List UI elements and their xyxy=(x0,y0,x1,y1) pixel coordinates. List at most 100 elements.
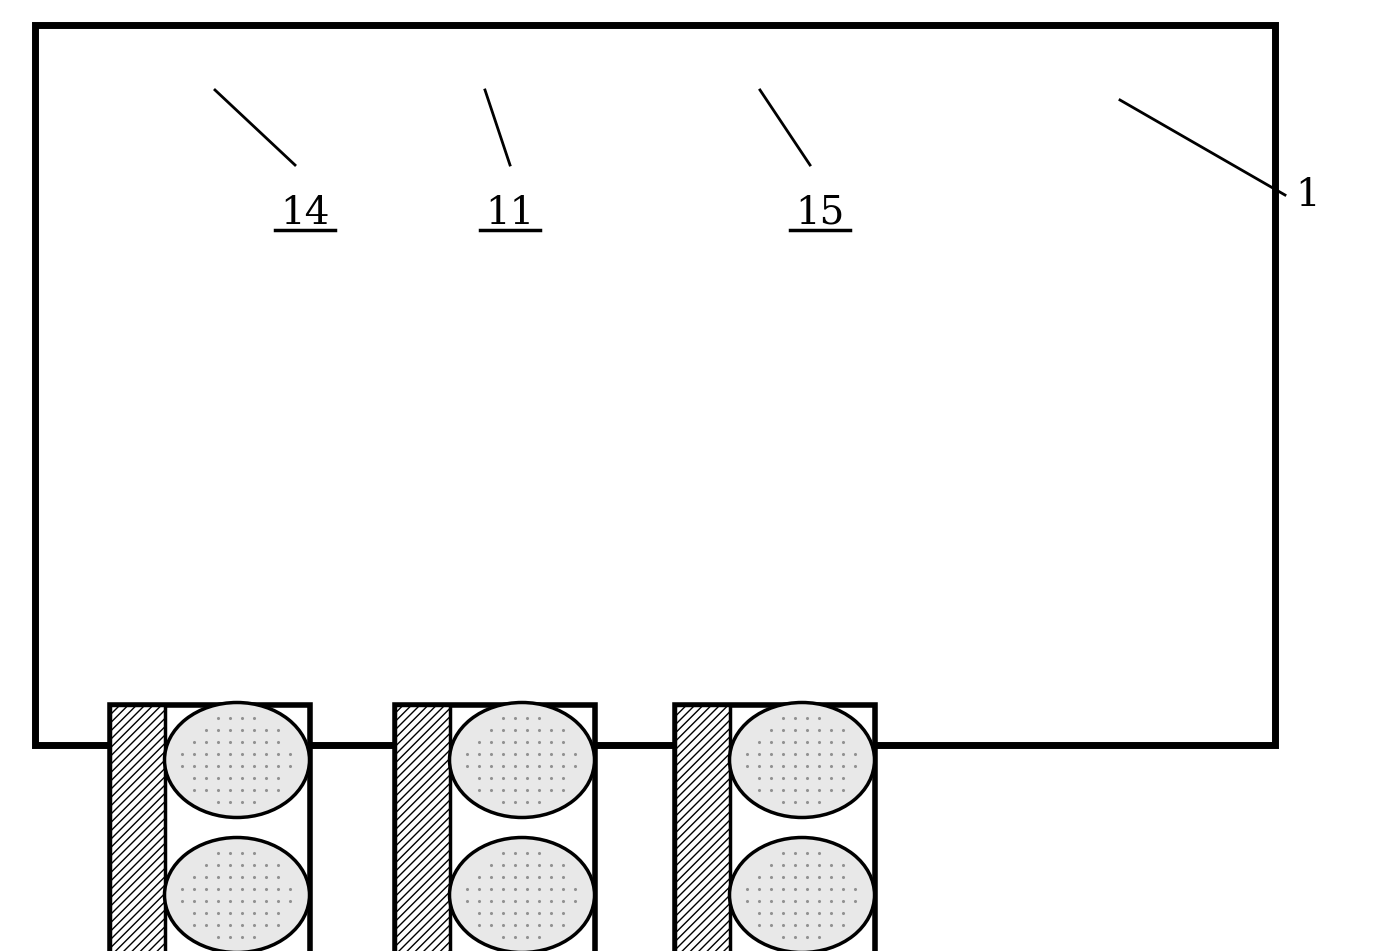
Point xyxy=(760,905,782,921)
Point xyxy=(183,869,206,884)
Point xyxy=(748,747,771,762)
Point xyxy=(772,758,795,773)
Point xyxy=(504,710,526,726)
Point xyxy=(760,722,782,737)
Point xyxy=(807,845,830,861)
Point xyxy=(183,747,206,762)
Point xyxy=(278,893,301,908)
Point xyxy=(748,770,771,786)
Point xyxy=(760,893,782,908)
Point xyxy=(492,893,515,908)
Point xyxy=(516,758,539,773)
Point xyxy=(255,747,277,762)
Point xyxy=(504,869,526,884)
Point xyxy=(748,893,771,908)
Point xyxy=(772,747,795,762)
Point xyxy=(564,758,586,773)
Point xyxy=(772,929,795,944)
Point xyxy=(807,857,830,872)
Point xyxy=(820,782,842,797)
Point xyxy=(516,917,539,932)
Point xyxy=(540,905,562,921)
Point xyxy=(736,758,758,773)
Point xyxy=(480,747,502,762)
Bar xyxy=(674,705,874,951)
Point xyxy=(218,710,241,726)
Point xyxy=(255,881,277,896)
Point xyxy=(492,794,515,809)
Point xyxy=(194,747,217,762)
Point xyxy=(844,747,866,762)
Point xyxy=(267,722,290,737)
Point xyxy=(231,905,253,921)
Point xyxy=(467,905,490,921)
Point xyxy=(255,905,277,921)
Point xyxy=(218,917,241,932)
Point xyxy=(231,893,253,908)
Point xyxy=(783,929,806,944)
Point xyxy=(832,917,855,932)
Point xyxy=(255,782,277,797)
Point xyxy=(748,905,771,921)
Point xyxy=(467,734,490,749)
Point xyxy=(171,758,193,773)
Point xyxy=(772,845,795,861)
Point xyxy=(255,758,277,773)
Point xyxy=(467,881,490,896)
Point xyxy=(820,917,842,932)
Point xyxy=(171,747,193,762)
Point xyxy=(540,893,562,908)
Point xyxy=(207,869,229,884)
Point xyxy=(553,782,575,797)
Point xyxy=(255,722,277,737)
Point xyxy=(783,758,806,773)
Point xyxy=(807,794,830,809)
Point xyxy=(278,758,301,773)
Point xyxy=(267,905,290,921)
Point xyxy=(832,893,855,908)
Point xyxy=(492,734,515,749)
Point xyxy=(504,845,526,861)
Point xyxy=(492,869,515,884)
Text: 14: 14 xyxy=(280,195,330,232)
Point xyxy=(553,917,575,932)
Point xyxy=(553,758,575,773)
Point xyxy=(231,782,253,797)
Point xyxy=(492,758,515,773)
Point xyxy=(527,747,550,762)
Point xyxy=(480,857,502,872)
Point xyxy=(183,734,206,749)
Point xyxy=(772,722,795,737)
Point xyxy=(540,869,562,884)
Point xyxy=(243,710,266,726)
Point xyxy=(480,734,502,749)
Point xyxy=(807,893,830,908)
Point xyxy=(231,845,253,861)
Point xyxy=(527,845,550,861)
Point xyxy=(278,747,301,762)
Point xyxy=(231,747,253,762)
Point xyxy=(783,905,806,921)
Point xyxy=(772,857,795,872)
Point xyxy=(516,905,539,921)
Point xyxy=(218,869,241,884)
Point xyxy=(796,794,818,809)
Point xyxy=(207,881,229,896)
Point xyxy=(807,905,830,921)
Point xyxy=(527,869,550,884)
Point xyxy=(516,929,539,944)
Point xyxy=(218,758,241,773)
Point xyxy=(267,758,290,773)
Point xyxy=(243,857,266,872)
Point xyxy=(207,905,229,921)
Point xyxy=(183,917,206,932)
Point xyxy=(467,770,490,786)
Point xyxy=(492,881,515,896)
Point xyxy=(504,917,526,932)
Point xyxy=(796,917,818,932)
Point xyxy=(243,734,266,749)
Point xyxy=(760,758,782,773)
Point xyxy=(516,782,539,797)
Point xyxy=(243,782,266,797)
Point xyxy=(504,857,526,872)
